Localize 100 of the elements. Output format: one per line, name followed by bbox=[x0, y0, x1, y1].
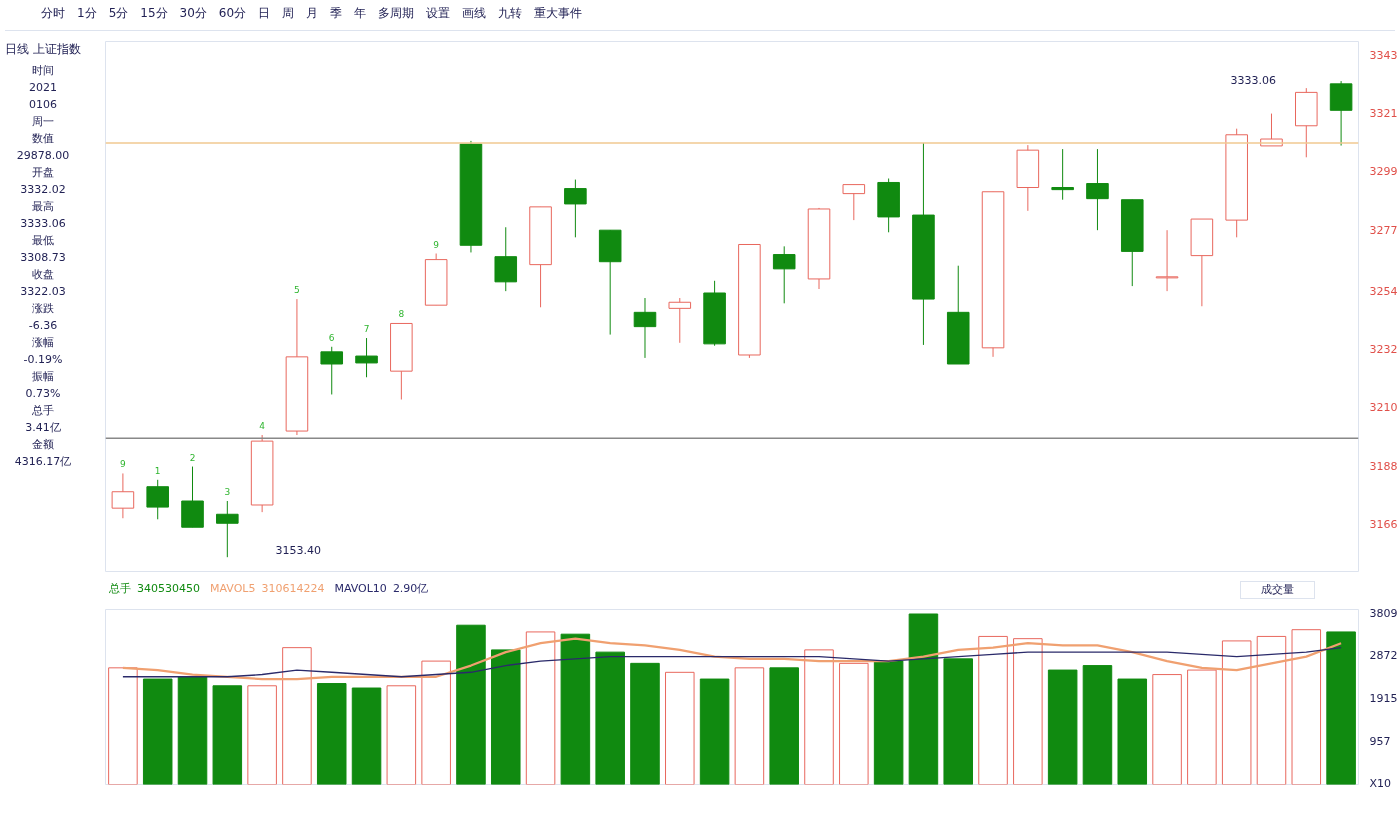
text: 最低 bbox=[30, 233, 55, 250]
bar bbox=[177, 676, 208, 785]
text: 7 bbox=[363, 324, 370, 335]
bar bbox=[908, 613, 939, 785]
bar bbox=[734, 667, 765, 785]
y-tick-label: 3188 bbox=[1369, 459, 1398, 473]
text: 30分 bbox=[179, 6, 207, 20]
text: 0.73% bbox=[24, 386, 62, 403]
text: 29878.00 bbox=[15, 148, 71, 165]
text: 2 bbox=[189, 452, 196, 463]
bar bbox=[630, 662, 660, 785]
candlestick bbox=[146, 479, 169, 520]
text: 涨幅 bbox=[30, 335, 55, 352]
bar bbox=[943, 658, 974, 785]
text: 3332.02 bbox=[19, 182, 67, 199]
bar bbox=[769, 667, 799, 785]
text: 设置 bbox=[426, 6, 451, 20]
bar bbox=[142, 678, 173, 785]
bar bbox=[665, 671, 695, 785]
text: 340530450 bbox=[137, 582, 200, 595]
text: -6.36 bbox=[27, 318, 59, 335]
text: 画线 bbox=[462, 6, 487, 20]
text: 4 bbox=[259, 421, 265, 432]
bar bbox=[560, 633, 591, 785]
bar bbox=[978, 635, 1008, 785]
y-tick-label: 1915 bbox=[1369, 692, 1398, 706]
text: 2021 bbox=[27, 80, 58, 97]
candlestick bbox=[633, 297, 657, 359]
text: 9 bbox=[120, 459, 126, 470]
text: 周 bbox=[282, 6, 295, 20]
bar bbox=[1117, 678, 1148, 785]
text: 1 bbox=[154, 465, 161, 476]
bar bbox=[699, 678, 730, 785]
line-series bbox=[122, 646, 1342, 678]
bar bbox=[386, 685, 417, 785]
text: MAVOL10 bbox=[334, 582, 387, 595]
text: 季 bbox=[330, 6, 343, 20]
bar bbox=[212, 685, 243, 785]
candlestick bbox=[668, 297, 692, 344]
bar bbox=[1221, 640, 1252, 785]
text: 振幅 bbox=[30, 369, 55, 386]
text: MAVOL5 bbox=[210, 582, 256, 595]
y-tick-label: 3254 bbox=[1369, 284, 1398, 298]
text: 分时 bbox=[41, 6, 65, 20]
candlestick bbox=[564, 179, 587, 238]
text: 最高 bbox=[30, 199, 55, 216]
annotation: 3153.40 bbox=[275, 543, 321, 557]
candlestick bbox=[1155, 229, 1179, 292]
bar bbox=[351, 687, 382, 785]
text: 3333.06 bbox=[19, 216, 67, 233]
bar bbox=[490, 649, 521, 785]
candlestick bbox=[1086, 148, 1109, 231]
bar bbox=[839, 662, 869, 785]
bar bbox=[247, 685, 277, 785]
text: 3322.03 bbox=[19, 284, 67, 301]
y-tick-label: 3299 bbox=[1369, 165, 1398, 179]
text: 9 bbox=[433, 239, 440, 250]
text: 总手 bbox=[109, 582, 131, 595]
text: -0.19% bbox=[22, 352, 64, 369]
bar bbox=[1187, 669, 1217, 785]
bar bbox=[108, 667, 138, 785]
candlestick bbox=[111, 472, 135, 519]
bar bbox=[1082, 665, 1113, 785]
candlestick bbox=[772, 245, 796, 304]
y-tick-label: 957 bbox=[1369, 735, 1391, 749]
text: 4316.17亿 bbox=[13, 454, 73, 471]
text: 15分 bbox=[140, 6, 168, 20]
y-tick-label: 3343 bbox=[1369, 48, 1398, 62]
text: 数值 bbox=[30, 131, 55, 148]
text: 月 bbox=[306, 6, 319, 20]
text: 60分 bbox=[218, 6, 247, 20]
y-tick-label: 3321 bbox=[1369, 107, 1398, 121]
text: 日线 上证指数 bbox=[5, 41, 81, 58]
candlestick bbox=[216, 500, 239, 558]
text: 成交量 bbox=[1240, 581, 1315, 599]
bar bbox=[1013, 638, 1043, 785]
bar bbox=[316, 683, 347, 785]
candlestick bbox=[355, 337, 378, 378]
bar bbox=[804, 649, 834, 785]
text: 3308.73 bbox=[19, 250, 67, 267]
text: 金额 bbox=[30, 437, 55, 454]
text: 5 bbox=[294, 285, 300, 296]
text: 九转 bbox=[498, 6, 523, 20]
candlestick bbox=[1051, 148, 1074, 201]
bar bbox=[525, 631, 556, 785]
bar bbox=[1326, 631, 1356, 785]
annotation: 3333.06 bbox=[1230, 73, 1276, 87]
text: 多周期 bbox=[378, 6, 415, 20]
text: 3.41亿 bbox=[24, 420, 62, 437]
text: 时间 bbox=[30, 63, 55, 80]
bar bbox=[282, 647, 312, 785]
y-tick-label: 3232 bbox=[1369, 342, 1398, 356]
y-tick-label: 3210 bbox=[1369, 401, 1398, 415]
y-tick-label: X10 bbox=[1369, 776, 1392, 790]
text: 8 bbox=[398, 309, 405, 320]
bar bbox=[873, 660, 904, 785]
bar bbox=[421, 660, 451, 785]
y-tick-label: 3277 bbox=[1369, 223, 1398, 237]
y-tick-label: 2872 bbox=[1369, 649, 1398, 663]
text: 周一 bbox=[30, 114, 55, 131]
